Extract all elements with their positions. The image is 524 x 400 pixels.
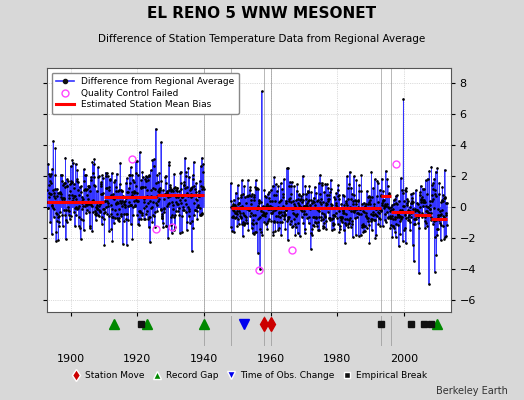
Text: 1920: 1920 <box>123 354 151 364</box>
Text: 1980: 1980 <box>323 354 352 364</box>
Text: Berkeley Earth: Berkeley Earth <box>436 386 508 396</box>
Text: Difference of Station Temperature Data from Regional Average: Difference of Station Temperature Data f… <box>99 34 425 44</box>
Text: 1900: 1900 <box>57 354 84 364</box>
Text: 1960: 1960 <box>257 354 285 364</box>
Legend: Difference from Regional Average, Quality Control Failed, Estimated Station Mean: Difference from Regional Average, Qualit… <box>52 72 239 114</box>
Text: EL RENO 5 WNW MESONET: EL RENO 5 WNW MESONET <box>147 6 377 21</box>
Legend: Station Move, Record Gap, Time of Obs. Change, Empirical Break: Station Move, Record Gap, Time of Obs. C… <box>68 369 430 383</box>
Text: 2000: 2000 <box>390 354 418 364</box>
Text: 1940: 1940 <box>190 354 218 364</box>
